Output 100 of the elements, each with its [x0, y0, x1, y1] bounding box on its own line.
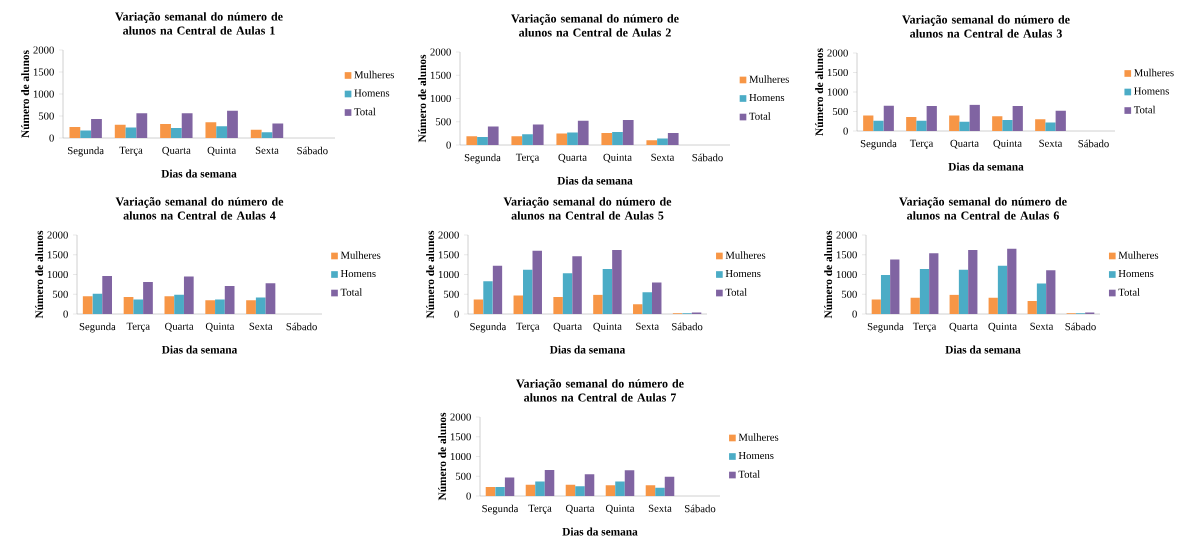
bar — [246, 300, 256, 314]
y-tick-label: 2000 — [836, 231, 857, 239]
x-tick-label: Quinta — [205, 322, 235, 332]
bar — [532, 250, 542, 314]
x-tick-label: Quinta — [207, 146, 237, 156]
bar — [205, 122, 217, 138]
bar — [181, 113, 193, 138]
y-tick-label: 500 — [52, 290, 68, 298]
bar — [926, 106, 937, 131]
bar — [988, 297, 998, 314]
x-tick-label: Sábado — [1065, 322, 1096, 331]
bar — [477, 137, 488, 145]
bar — [82, 296, 93, 314]
bar — [473, 299, 484, 314]
legend-label: Homens — [749, 94, 785, 102]
x-tick-label: Sábado — [297, 146, 328, 155]
bar — [646, 140, 658, 145]
bar — [883, 105, 894, 131]
y-axis-title: Número de alunos — [815, 48, 824, 136]
x-tick-label: Segunda — [464, 153, 501, 164]
bar — [544, 469, 555, 496]
bar — [114, 124, 126, 138]
y-tick-label: 2000 — [438, 231, 459, 239]
bar — [522, 134, 533, 145]
x-tick-label: Terça — [119, 146, 143, 156]
bar — [1035, 119, 1046, 131]
x-axis-title: Dias da semana — [161, 169, 237, 178]
y-tick-label: 1000 — [450, 452, 471, 461]
y-tick-label: 500 — [435, 118, 451, 126]
x-tick-label: Quarta — [949, 322, 978, 332]
x-tick-label: Quinta — [593, 322, 622, 332]
bar — [612, 250, 622, 314]
x-axis-title: Dias da semana — [549, 345, 626, 354]
bar — [1007, 248, 1017, 314]
legend-label: Total — [749, 112, 771, 120]
x-tick-label: Sexta — [648, 504, 672, 512]
bar — [205, 300, 216, 314]
bar — [174, 294, 184, 314]
bar — [949, 115, 960, 131]
bar — [958, 269, 969, 314]
bar — [183, 276, 194, 314]
chart-title: Variação semanal do número de alunos na Central de Aulas 2 — [511, 14, 679, 37]
bar — [657, 138, 668, 145]
legend-label: Homens — [1134, 87, 1169, 95]
y-tick-label: 1000 — [836, 270, 857, 279]
y-tick-label: 1500 — [33, 68, 54, 76]
legend-label: Total — [725, 288, 747, 296]
bar — [523, 269, 533, 314]
y-tick-label: 500 — [38, 112, 54, 120]
bar — [642, 292, 652, 314]
bar — [80, 130, 92, 138]
x-tick-label: Terça — [126, 322, 150, 332]
bar — [873, 120, 884, 131]
bar — [495, 486, 505, 496]
bar — [466, 136, 478, 145]
x-tick-label: Segunda — [860, 139, 897, 150]
x-tick-label: Sábado — [1078, 139, 1109, 148]
y-tick-label: 0 — [49, 134, 54, 142]
y-tick-label: 500 — [841, 290, 857, 298]
bar — [667, 132, 679, 145]
y-tick-label: 2000 — [827, 49, 848, 57]
legend-label: Homens — [340, 270, 376, 278]
y-axis-title: Número de alunos — [824, 230, 833, 319]
y-tick-label: 500 — [832, 107, 848, 116]
y-tick-label: 500 — [443, 290, 459, 298]
bar — [651, 282, 662, 314]
bar — [615, 481, 625, 496]
bar — [532, 124, 544, 145]
y-tick-label: 2000 — [450, 413, 471, 421]
x-tick-label: Quinta — [603, 153, 632, 163]
bar — [250, 129, 262, 138]
legend-label: Mulheres — [340, 251, 381, 259]
x-tick-label: Terça — [515, 153, 540, 163]
bar — [565, 484, 576, 496]
bar — [160, 123, 171, 138]
bar — [959, 121, 970, 131]
legend-label: Homens — [738, 452, 774, 460]
bar — [525, 484, 536, 496]
y-tick-label: 1000 — [438, 270, 459, 279]
bar — [556, 133, 568, 145]
y-tick-label: 1500 — [836, 251, 857, 259]
x-tick-label: Segunda — [68, 146, 104, 157]
y-tick-label: 0 — [843, 127, 848, 135]
y-tick-label: 0 — [454, 310, 459, 318]
x-tick-label: Quinta — [993, 139, 1022, 149]
chart-title: Variação semanal do número de alunos na Central de Aulas 3 — [902, 15, 1070, 38]
bar — [227, 110, 238, 138]
bar — [1046, 270, 1056, 314]
bar — [272, 123, 284, 138]
bar — [863, 115, 874, 131]
legend-label: Total — [340, 288, 363, 296]
bar — [910, 297, 920, 314]
bar — [1036, 283, 1047, 314]
x-tick-label: Segunda — [867, 322, 904, 333]
bar — [929, 253, 939, 314]
legend-label: Homens — [354, 89, 390, 97]
y-tick-label: 2000 — [47, 231, 68, 239]
y-axis-title: Número de alunos — [426, 230, 435, 319]
bar — [664, 476, 675, 496]
x-tick-label: Quarta — [950, 139, 979, 149]
